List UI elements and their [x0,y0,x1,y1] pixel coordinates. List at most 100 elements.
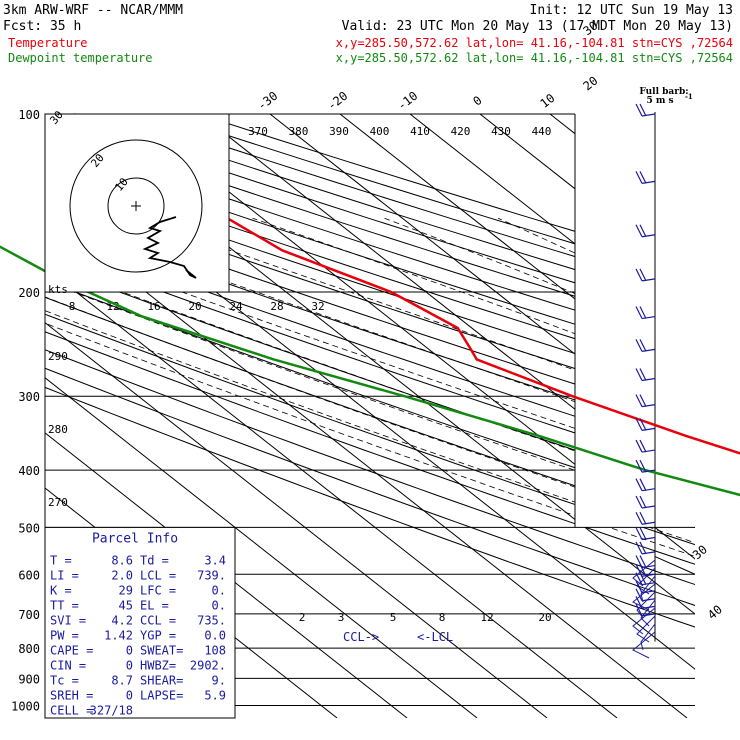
parcel-row-3-col-0: TT = [50,598,79,612]
parcel-row-5-col-1: 1.42 [104,628,133,642]
parcel-row-0-col-1: 8.6 [111,553,133,567]
parcel-row-6-col-0: CAPE = [50,643,93,657]
barb-shaft [641,348,656,352]
theta-left-label-290: 290 [48,350,68,363]
barb-shaft [641,404,656,408]
isotherm--110 [45,114,478,718]
barb-flag [639,368,647,381]
pressure-label-800: 800 [18,642,40,656]
wind-barb-100 [635,103,656,117]
wind-barb-520 [635,527,656,541]
moist-adiabat-40 [497,217,695,718]
parcel-row-5-col-2: YGP = [140,628,176,642]
pressure-label-200: 200 [18,286,40,300]
parcel-row-10-col-0: CELL = [50,703,93,717]
parcel-row-1-col-0: LI = [50,568,79,582]
wind-barb-400 [635,459,656,473]
barb-flag [635,418,643,431]
isotherm--10 [409,114,695,718]
barb-flag [639,418,647,431]
parcel-row-0-col-2: Td = [140,553,169,567]
pressure-label-400: 400 [18,464,40,478]
barb-flag [635,541,643,555]
wind-barb-190 [635,268,656,282]
barb-flag [639,459,647,473]
barb-flag [635,339,643,352]
valid-time: Valid: 23 UTC Mon 20 May 13 (17 MDT Mon … [342,19,733,34]
parcel-row-7-col-0: CIN = [50,658,86,672]
parcel-row-4-col-3: 735. [197,613,226,627]
isotherm-0 [479,114,695,718]
wind-barb-550 [635,541,656,555]
parcel-row-3-col-3: 0. [212,598,226,612]
barb-cluster-1 [636,567,656,595]
isotherm--100 [45,114,548,718]
barb-cluster-4 [636,591,656,619]
dry-adiabat-440 [162,114,695,718]
mixing-upper-24: 24 [229,300,243,313]
barb-flag [635,459,643,473]
barb-flag [635,306,643,319]
barb-shaft [641,449,656,453]
parcel-row-5-col-0: PW = [50,628,79,642]
parcel-row-9-col-2: LAPSE= [140,688,183,702]
right-temp-40: 40 [705,602,725,622]
barb-shaft [641,427,656,431]
mixing-upper-8: 8 [69,300,76,313]
parcel-row-6-col-2: SWEAT= [140,643,183,657]
pressure-label-100: 100 [18,108,40,122]
isotherm--30 [269,114,695,718]
barb-flag [639,103,647,117]
theta-label-420: 420 [451,125,471,138]
temperature-profile [73,112,740,455]
parcel-row-9-col-1: 0 [126,688,133,702]
mixing-upper-20: 20 [188,300,201,313]
pressure-label-600: 600 [18,568,40,582]
parcel-row-7-col-2: HWBZ= [140,658,176,672]
pressure-label-700: 700 [18,608,40,622]
dry-adiabat-290 [45,114,695,718]
parcel-row-4-col-1: 4.2 [111,613,133,627]
wind-barb-700 [635,603,656,617]
parcel-row-6-col-3: 108 [204,643,226,657]
pressure-label-900: 900 [18,672,40,686]
lcl-marker: <-LCL [417,630,453,644]
parcel-row-4-col-0: SVI = [50,613,86,627]
theta-left-label-270: 270 [48,496,68,509]
barb-flag [639,394,647,407]
dewpoint-profile [0,245,740,497]
wind-barb-490 [635,511,656,525]
pressure-label-500: 500 [18,521,40,535]
pressure-label-1000: 1000 [11,699,40,713]
parcel-row-1-col-3: 739. [197,568,226,582]
barb-shaft [641,598,656,602]
barb-shaft [641,521,656,525]
mixing-lower-5: 5 [390,611,397,624]
barb-cluster-5 [640,599,656,627]
wind-barb-250 [635,339,656,352]
dry-adiabat-340 [45,114,695,718]
barb-legend-unit-exponent: -1 [685,92,693,101]
model-title: 3km ARW-WRF -- NCAR/MMM [3,3,183,18]
barb-flag [635,368,643,381]
pressure-label-300: 300 [18,390,40,404]
wind-barb-660 [635,588,656,602]
hodograph-box [44,113,230,293]
wind-barb-130 [635,171,656,184]
ccl-marker: CCL-> [343,630,379,644]
parcel-row-8-col-3: 9. [212,673,226,687]
barb-shaft [641,536,656,541]
barb-flag [635,527,643,540]
parcel-info-box [44,526,236,719]
barb-flag [635,394,643,407]
isotherm-10 [549,114,695,718]
parcel-row-1-col-1: 2.0 [111,568,133,582]
isotherm-30 [689,114,695,718]
right-frame-diag [654,556,696,575]
dry-adiabat-280 [45,114,695,718]
mixing-lower-8: 8 [439,611,446,624]
barb-flag [639,224,647,237]
barb-shaft [641,377,656,382]
